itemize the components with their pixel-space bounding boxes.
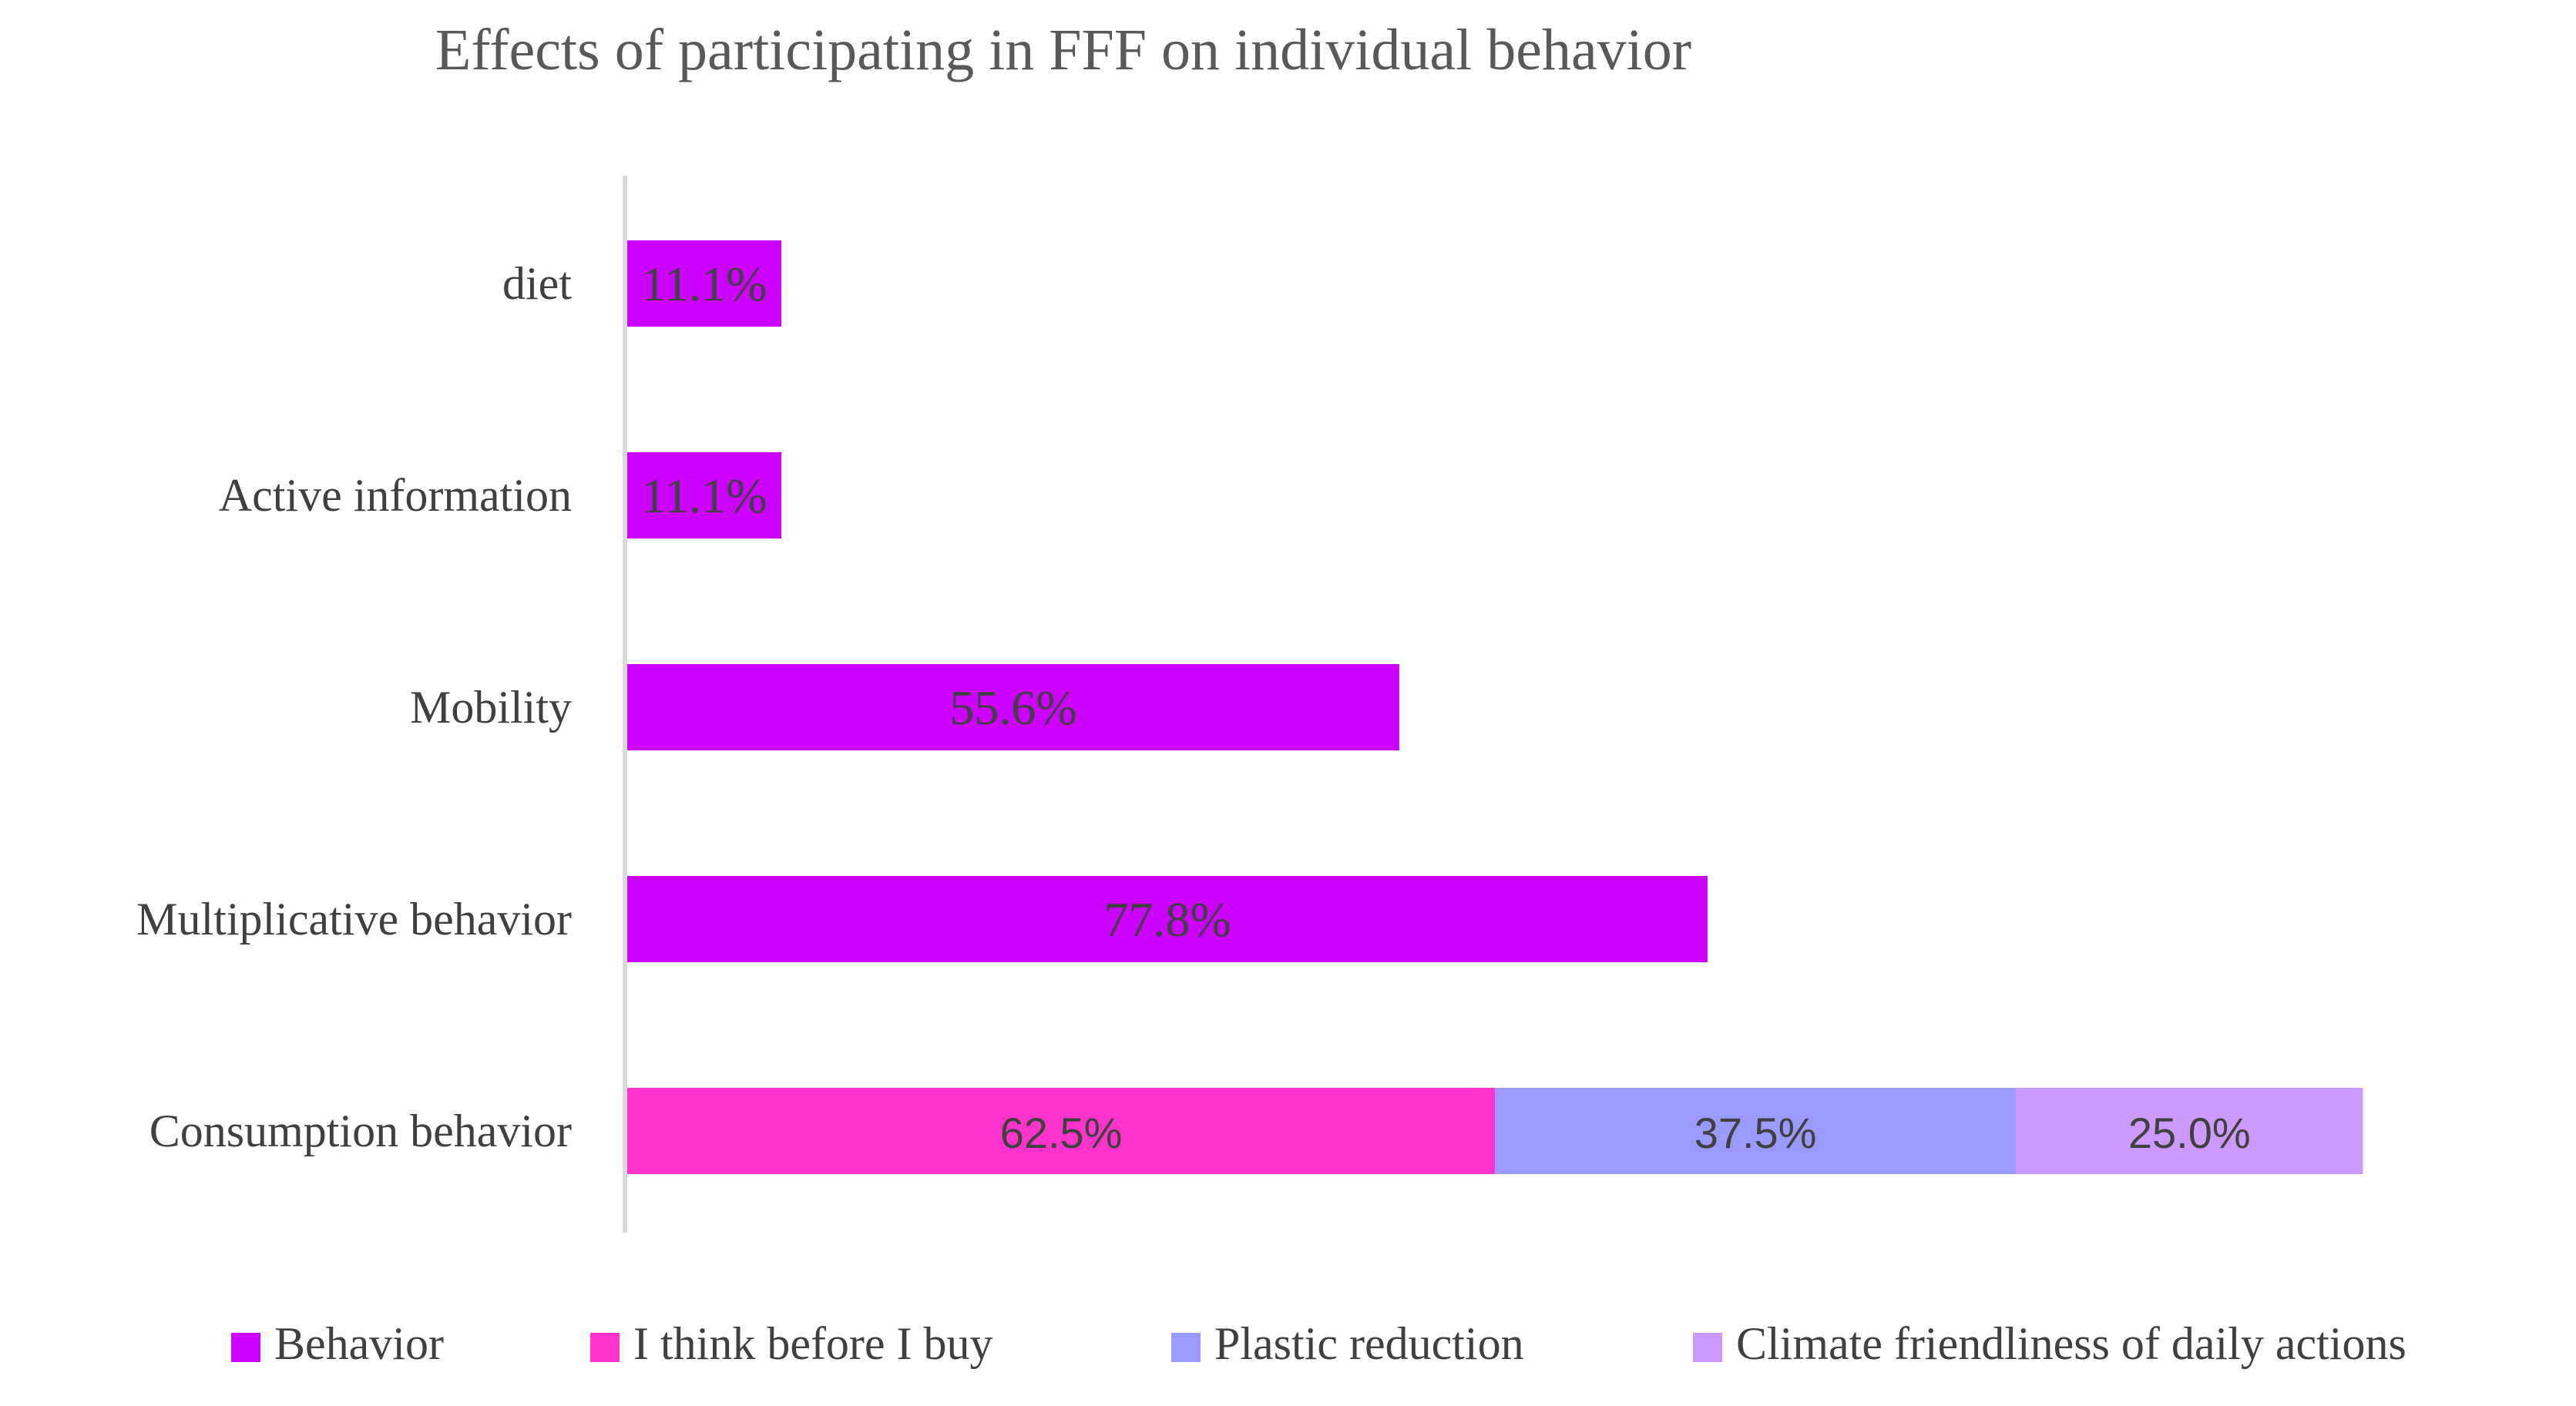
data-label: 11.1%: [642, 257, 767, 311]
legend-label: Plastic reduction: [1214, 1318, 1524, 1369]
category-label: Consumption behavior: [149, 1106, 572, 1156]
category-label: Multiplicative behavior: [136, 894, 572, 945]
bar-segment: [627, 1088, 1496, 1174]
data-label: 37.5%: [1694, 1109, 1817, 1157]
legend-swatch: [590, 1333, 620, 1362]
bar-segment: [627, 876, 1708, 962]
bar-segment: [627, 240, 781, 327]
legend-label: Climate friendliness of daily actions: [1736, 1318, 2406, 1369]
bars: 11.1% 11.1% 55.6% 77.8% 62.5% 37.5% 25.0%: [627, 240, 2363, 1174]
data-label: 62.5%: [1000, 1109, 1123, 1157]
legend-swatch: [1693, 1333, 1722, 1362]
category-labels: diet Active information Mobility Multiplica…: [136, 258, 572, 1156]
legend-swatch: [231, 1333, 260, 1362]
chart-title: Effects of participating in FFF on indiv…: [435, 18, 1691, 82]
legend-swatch: [1171, 1333, 1201, 1362]
legend: Behavior I think before I buy Plastic redu…: [231, 1318, 2406, 1369]
data-label: 11.1%: [642, 468, 767, 523]
bar-segment: [1495, 1088, 2017, 1174]
data-label: 25.0%: [2128, 1109, 2251, 1157]
bar-segment: [627, 452, 781, 539]
category-label: Mobility: [410, 682, 572, 733]
legend-label: Behavior: [274, 1318, 444, 1369]
category-label: diet: [502, 258, 572, 309]
bar-segment: [627, 664, 1399, 750]
data-label: 55.6%: [949, 680, 1076, 735]
data-label: 77.8%: [1103, 892, 1231, 947]
legend-label: I think before I buy: [633, 1318, 993, 1369]
bar-segment: [2016, 1088, 2363, 1174]
category-label: Active information: [219, 470, 572, 521]
